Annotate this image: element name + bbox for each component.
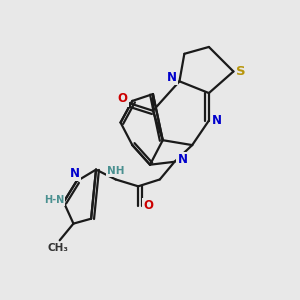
Text: CH₃: CH₃ [47, 243, 68, 253]
Text: N: N [167, 71, 177, 84]
Text: S: S [236, 65, 246, 78]
Text: O: O [143, 200, 153, 212]
Text: N: N [69, 167, 80, 180]
Text: H-N: H-N [44, 195, 64, 205]
Text: NH: NH [107, 166, 124, 176]
Text: N: N [212, 114, 222, 127]
Text: N: N [177, 153, 188, 166]
Text: O: O [118, 92, 128, 106]
